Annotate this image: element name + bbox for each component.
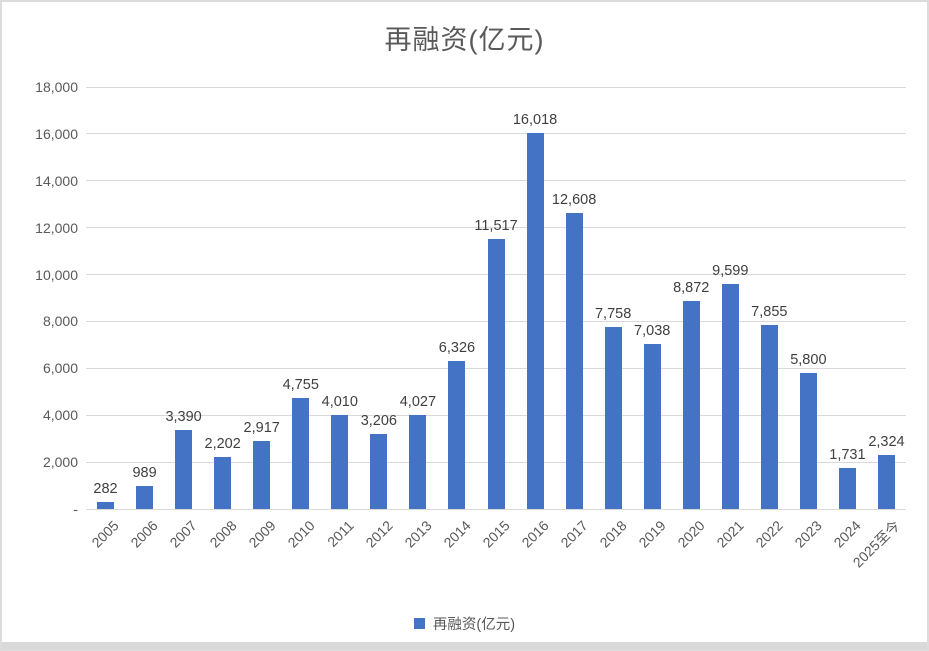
x-tick-label-2010: 2010 <box>284 517 318 551</box>
bar-2021 <box>721 283 739 509</box>
x-tick-label-2006: 2006 <box>127 517 162 551</box>
bar-2025至今 <box>877 454 895 509</box>
data-label-2011: 4,010 <box>321 393 358 410</box>
data-label-2009: 2,917 <box>243 419 280 436</box>
x-tick-label-2008: 2008 <box>205 517 240 551</box>
data-label-2006: 989 <box>132 464 157 481</box>
x-tick-label-2011: 2011 <box>323 517 357 550</box>
bar-2014 <box>448 360 466 509</box>
y-tick-label: 10,000 <box>35 266 78 283</box>
y-tick-label: 14,000 <box>35 172 78 189</box>
bar-2022 <box>760 324 778 509</box>
bottom-strip <box>2 642 927 649</box>
data-label-2017: 12,608 <box>551 192 597 209</box>
data-label-2008: 2,202 <box>204 436 241 453</box>
bar-2009 <box>253 440 271 509</box>
x-tick-label-2014: 2014 <box>440 517 474 551</box>
bar-2008 <box>214 457 232 509</box>
legend: 再融资(亿元) <box>2 613 927 634</box>
y-tick-label: 2,000 <box>42 454 78 471</box>
bar-2016 <box>526 133 544 509</box>
x-tick-label-2009: 2009 <box>244 517 279 551</box>
y-tick-label: 4,000 <box>42 407 78 424</box>
data-label-2005: 282 <box>93 481 118 498</box>
x-tick-label-2013: 2013 <box>401 517 435 551</box>
bar-2019 <box>643 343 661 509</box>
chart-title: 再融资(亿元) <box>384 25 545 55</box>
bar-2018 <box>604 327 622 509</box>
y-tick-label: 8,000 <box>42 313 78 330</box>
data-label-2025至今: 2,324 <box>868 433 905 450</box>
x-tick-label-2016: 2016 <box>518 517 552 551</box>
bar-2013 <box>409 414 427 509</box>
x-tick-label-2017: 2017 <box>557 517 591 551</box>
x-tick-label-2021: 2021 <box>713 517 747 551</box>
x-tick-label-2005: 2005 <box>88 517 123 551</box>
legend-label: 再融资(亿元) <box>432 617 516 633</box>
x-tick-label-2019: 2019 <box>635 517 669 551</box>
bar-2005 <box>97 502 115 509</box>
y-tick-label: - <box>73 501 78 517</box>
bar-2015 <box>487 238 505 509</box>
x-tick-label-2018: 2018 <box>596 517 630 551</box>
data-label-2018: 7,758 <box>594 306 632 323</box>
gridline <box>86 86 906 88</box>
gridline <box>86 508 906 510</box>
data-label-2012: 3,206 <box>360 412 397 429</box>
data-label-2013: 4,027 <box>399 393 437 410</box>
legend-swatch-icon <box>413 618 425 629</box>
x-tick-label-2022: 2022 <box>752 517 786 551</box>
y-tick-label: 6,000 <box>42 360 78 377</box>
bar-2023 <box>799 373 817 509</box>
gridline <box>86 227 906 229</box>
data-label-2010: 4,755 <box>282 376 319 393</box>
y-tick-label: 18,000 <box>35 79 78 95</box>
y-tick-label: 16,000 <box>35 125 78 142</box>
y-tick-label: 12,000 <box>35 219 78 236</box>
data-label-2015: 11,517 <box>474 217 518 234</box>
x-tick-label-2007: 2007 <box>166 517 201 551</box>
x-tick-label-2024: 2024 <box>830 517 865 551</box>
bar-2024 <box>838 468 856 509</box>
data-label-2020: 8,872 <box>673 280 710 296</box>
bar-2012 <box>370 433 388 509</box>
data-label-2022: 7,855 <box>751 303 788 320</box>
data-label-2024: 1,731 <box>829 447 866 464</box>
x-tick-label-2015: 2015 <box>479 517 513 551</box>
bar-2017 <box>565 213 583 509</box>
data-label-2016: 16,018 <box>512 112 558 129</box>
data-label-2021: 9,599 <box>712 262 749 279</box>
bar-2020 <box>682 301 700 509</box>
bar-2007 <box>175 429 193 509</box>
data-label-2007: 3,390 <box>165 408 202 425</box>
x-tick-label-2023: 2023 <box>791 517 825 551</box>
bar-2006 <box>136 485 154 509</box>
x-tick-label-2020: 2020 <box>674 517 708 551</box>
data-label-2023: 5,800 <box>790 352 827 369</box>
gridline <box>86 133 906 135</box>
data-label-2014: 6,326 <box>438 339 476 356</box>
data-label-2019: 7,038 <box>634 322 671 339</box>
gridline <box>86 180 906 182</box>
bar-2011 <box>331 414 349 509</box>
bar-2010 <box>292 397 310 509</box>
x-tick-label-2012: 2012 <box>362 517 396 551</box>
